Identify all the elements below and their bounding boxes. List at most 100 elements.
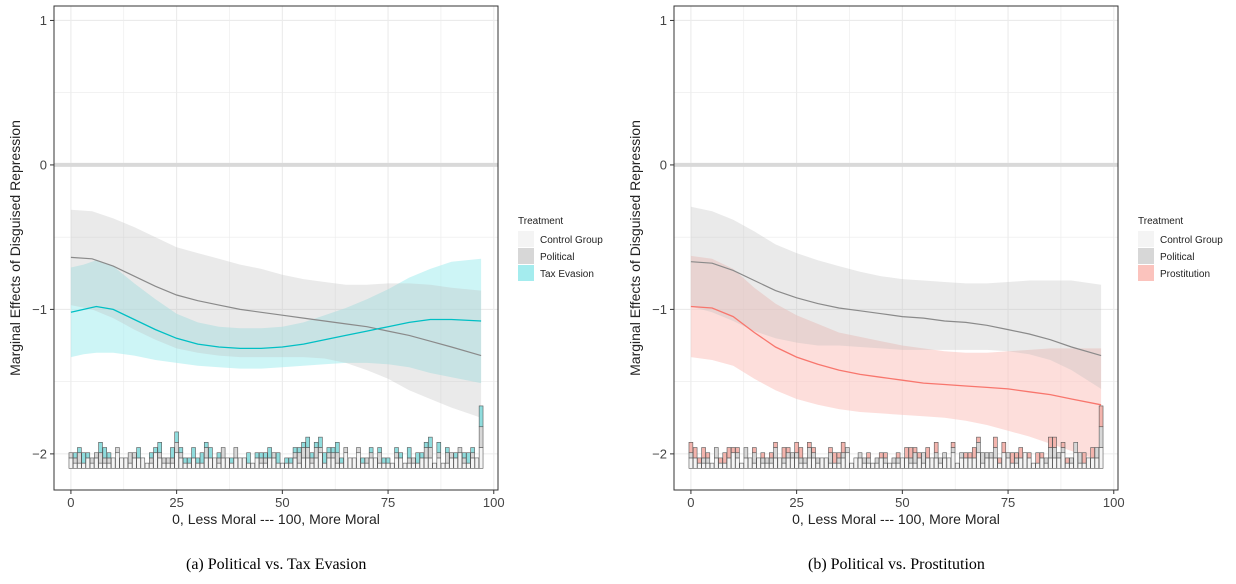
histogram-bar-treatment (178, 447, 184, 454)
histogram-bar-control (832, 462, 837, 469)
histogram-bar-political (895, 457, 901, 464)
histogram-bar-control (301, 457, 306, 469)
histogram-bar-treatment (216, 452, 222, 459)
histogram-bar-treatment (318, 436, 323, 448)
histogram-bar-control (220, 457, 226, 469)
histogram-bar-control (267, 457, 272, 469)
histogram-bar-control (874, 462, 880, 469)
histogram-bar-control (144, 462, 150, 469)
histogram-bar-control (453, 457, 458, 469)
panel-border (53, 5, 499, 491)
histogram-bar-treatment (297, 447, 302, 454)
histogram-bar-treatment (377, 447, 382, 454)
histogram-bar-political (980, 452, 985, 464)
histogram-bar-treatment (339, 457, 344, 464)
plot-background (54, 6, 498, 490)
histogram-bar-political (1005, 452, 1011, 459)
histogram-bar-control (785, 457, 791, 469)
histogram-bar-treatment (878, 452, 884, 459)
histogram-bar-control (752, 462, 757, 469)
histogram-bar-political (343, 447, 349, 454)
histogram-bar-control (1094, 457, 1100, 469)
histogram-bar-control (1035, 462, 1040, 469)
y-axis-title: Marginal Effects of Disguised Repression (627, 120, 643, 376)
histogram-bar-treatment (275, 452, 281, 464)
histogram-bar-control (335, 462, 340, 469)
histogram-bar-control (457, 452, 463, 469)
histogram-bar-political (326, 452, 332, 459)
legend-title: Treatment (518, 216, 563, 227)
histogram-bar-control (89, 462, 95, 469)
histogram-bar-control (904, 457, 909, 469)
histogram-bar-treatment (1098, 405, 1104, 428)
histogram-bar-control (815, 462, 821, 469)
histogram-bar-treatment (301, 442, 306, 448)
histogram-bar-treatment (106, 452, 112, 459)
histogram-bar-political (106, 457, 112, 464)
line-political (70, 256, 482, 357)
legend-label-tax-evasion: Tax Evasion (540, 269, 594, 280)
histogram-bar-control (85, 457, 91, 469)
histogram-bar-treatment (381, 457, 387, 464)
histogram-bar-control (208, 457, 213, 469)
histogram-bar-treatment (419, 452, 425, 459)
histogram-bar-control (347, 457, 353, 469)
histogram-bar-control (967, 457, 973, 469)
histogram-bar-control (963, 457, 969, 469)
line-prostitution (690, 305, 1102, 406)
x-tick-label: 75 (1001, 495, 1015, 510)
histogram-bar-control (955, 462, 960, 469)
histogram-bar-control (411, 462, 416, 469)
histogram-bar-control (769, 462, 774, 469)
histogram-bar-control (309, 462, 315, 469)
legend-key-political (518, 248, 534, 264)
histogram-bar-political (297, 452, 302, 464)
histogram-bar-control (225, 457, 230, 469)
histogram-bar-control (747, 457, 753, 469)
histogram-bar-treatment (187, 457, 192, 464)
caption-a: (a) Political vs. Tax Evasion (186, 556, 367, 573)
histogram-bar-control (288, 462, 294, 469)
histogram-bar-political (330, 452, 336, 459)
histogram-bar-political (828, 452, 833, 464)
histogram-bar-treatment (701, 447, 706, 459)
histogram-bar-political (950, 447, 956, 454)
histogram-bar-political (1094, 447, 1100, 459)
histogram-bar-control (381, 462, 387, 469)
histogram-bar-political (836, 457, 842, 464)
histogram-bar-control (106, 462, 112, 469)
histogram-bar-treatment (258, 452, 264, 459)
histogram-bar-political (377, 452, 382, 464)
histogram-bar-political (891, 457, 897, 464)
histogram-bar-political (309, 457, 315, 464)
histogram-bar-control (802, 462, 808, 469)
histogram-bar-control (1022, 452, 1028, 469)
histogram-bar-political (170, 457, 175, 464)
histogram-bar-treatment (394, 447, 399, 454)
histogram-bar-control (878, 457, 884, 469)
y-tick-label: 1 (40, 13, 47, 28)
histogram-bar-treatment (445, 447, 450, 454)
histogram-bar-political (840, 452, 846, 459)
histogram-bar-political (921, 452, 926, 464)
histogram-bar-control (887, 462, 892, 469)
histogram-bar-political (436, 452, 442, 459)
histogram-bar-control (984, 457, 990, 469)
histogram-bar-treatment (136, 447, 141, 459)
histogram-bar-control (993, 457, 998, 469)
histogram-bar-treatment (305, 436, 310, 448)
histogram-bar-political (976, 442, 981, 454)
histogram-bar-treatment (866, 452, 871, 459)
histogram-bar-political (1077, 452, 1083, 464)
histogram-bar-political (802, 457, 808, 464)
histogram-bar-political (984, 452, 990, 459)
histogram-bar-treatment (102, 447, 107, 459)
histogram-bar-control (191, 457, 196, 469)
histogram-bar-control (94, 457, 99, 469)
histogram-bar-control (250, 462, 255, 469)
histogram-bar-control (790, 457, 795, 469)
histogram-bar-control (394, 457, 399, 469)
histogram-bar-treatment (157, 442, 162, 454)
legend-key-political (1138, 248, 1154, 264)
histogram-bar-treatment (1052, 436, 1057, 448)
